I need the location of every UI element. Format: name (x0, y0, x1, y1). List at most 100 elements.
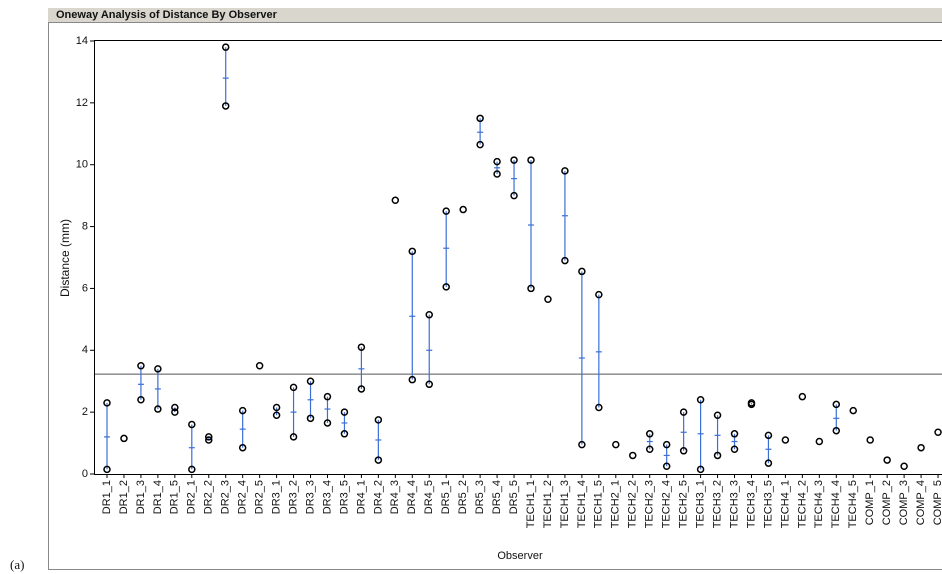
frame (48, 22, 942, 570)
y-tick-label: 14 (76, 35, 88, 47)
observation (578, 440, 586, 449)
observation (781, 436, 790, 444)
observation (798, 392, 807, 401)
x-tick-label: DR4_4 (406, 480, 418, 514)
x-tick-label: TECH1_2 (542, 480, 554, 528)
observation (849, 406, 857, 415)
y-tick-label: 6 (82, 282, 88, 294)
observation (612, 440, 620, 449)
x-tick-label: DR1_3 (135, 480, 147, 514)
observation (442, 207, 450, 215)
y-tick-label: 0 (82, 468, 88, 480)
observation (883, 456, 891, 464)
observation (917, 443, 925, 452)
observation (595, 290, 603, 299)
x-tick-label: DR2_2 (203, 480, 215, 514)
observation (662, 440, 671, 449)
x-tick-label: DR4_2 (372, 480, 384, 514)
x-tick-label: TECH4_5 (847, 480, 859, 528)
y-axis-label: Distance (mm) (58, 219, 72, 297)
x-tick-label: DR3_1 (271, 480, 283, 514)
observation (238, 406, 247, 415)
x-tick-label: DR5_1 (440, 480, 452, 514)
observation (103, 465, 111, 474)
x-tick-label: COMP_2 (881, 480, 893, 525)
y-tick-label: 4 (82, 344, 88, 356)
x-tick-label: DR3_3 (304, 480, 316, 514)
x-tick-label: DR4_5 (423, 480, 435, 514)
x-tick-label: TECH3_4 (745, 480, 757, 528)
panel-label: (a) (10, 557, 24, 572)
x-tick-label: TECH3_5 (762, 480, 774, 528)
observation (696, 396, 705, 404)
observation (340, 408, 349, 416)
x-tick-label: DR5_2 (457, 480, 469, 514)
observation (137, 396, 145, 404)
observation (578, 267, 586, 276)
x-tick-label: DR5_4 (491, 480, 503, 514)
observation (188, 420, 196, 429)
x-tick-label: TECH3_3 (728, 480, 740, 528)
x-tick-label: DR5_3 (474, 480, 486, 514)
y-tick-label: 10 (76, 159, 88, 171)
x-tick-label: DR5_5 (508, 480, 520, 514)
observation (730, 430, 739, 438)
observation (561, 256, 569, 265)
observation (900, 462, 908, 471)
x-tick-label: TECH1_1 (525, 480, 537, 528)
observation (527, 284, 535, 293)
x-tick-label: TECH2_2 (627, 480, 639, 528)
observation (425, 310, 433, 319)
observation (527, 156, 535, 164)
observation (476, 140, 484, 149)
observation (595, 403, 603, 412)
observation (205, 436, 213, 444)
observation (408, 247, 417, 256)
observation (391, 196, 400, 205)
observation (561, 167, 569, 175)
observation (272, 403, 281, 412)
observation (476, 114, 484, 123)
observation (221, 43, 230, 51)
x-tick-label: COMP_1 (864, 480, 876, 525)
observation (696, 465, 705, 474)
observation (306, 377, 315, 385)
x-tick-label: DR2_1 (186, 480, 198, 514)
observation (154, 365, 162, 373)
observation (120, 434, 128, 443)
x-tick-label: COMP_5 (932, 480, 942, 525)
x-tick-label: TECH1_3 (559, 480, 571, 528)
observation (662, 462, 671, 471)
observation (764, 459, 773, 467)
x-tick-label: TECH4_2 (796, 480, 808, 528)
x-tick-label: TECH4_3 (813, 480, 825, 528)
observation (493, 170, 501, 178)
observation (188, 465, 196, 474)
x-tick-label: COMP_3 (898, 480, 910, 525)
x-tick-label: TECH2_4 (661, 480, 673, 528)
observation (442, 283, 450, 291)
x-tick-label: DR3_5 (338, 480, 350, 514)
x-tick-label: DR1_1 (101, 480, 113, 514)
observation (255, 362, 264, 370)
x-tick-label: DR2_5 (254, 480, 266, 514)
y-tick-label: 12 (76, 97, 88, 109)
x-tick-label: TECH4_1 (779, 480, 791, 528)
observation (171, 403, 179, 412)
observation (629, 451, 637, 460)
x-tick-label: DR4_3 (389, 480, 401, 514)
x-tick-label: DR2_4 (237, 480, 249, 514)
x-tick-label: DR4_1 (355, 480, 367, 514)
x-tick-label: TECH1_4 (576, 480, 588, 528)
y-tick-label: 2 (82, 406, 88, 418)
x-tick-label: DR3_2 (287, 480, 299, 514)
x-tick-label: TECH2_1 (610, 480, 622, 528)
observation (306, 414, 315, 423)
observation (832, 426, 841, 435)
observation (340, 430, 349, 438)
observation (425, 380, 433, 389)
observation (713, 451, 722, 460)
observation (679, 447, 688, 455)
observation (815, 437, 824, 446)
